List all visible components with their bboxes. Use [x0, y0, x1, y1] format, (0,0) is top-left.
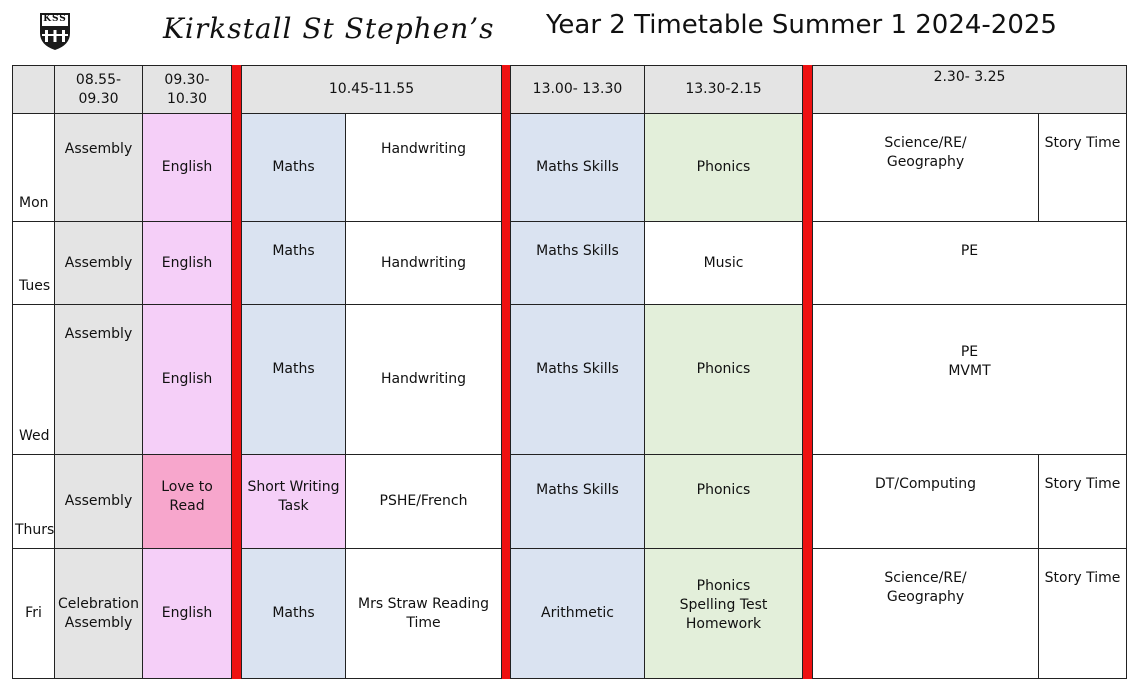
school-logo: KSS — [38, 11, 72, 51]
time-header: 13.00- 13.30 — [510, 65, 645, 114]
logo-letters: KSS — [43, 14, 67, 24]
corner-cell — [12, 65, 55, 114]
story-time-cell: Story Time — [1038, 454, 1127, 549]
afternoon-cell: Science/RE/ Geography — [812, 113, 1039, 222]
music-cell: Music — [644, 221, 803, 305]
afternoon-cell: DT/Computing — [812, 454, 1039, 549]
day-label: Tues — [12, 221, 55, 305]
day-label: Wed — [12, 304, 55, 455]
maths-skills-cell: Maths Skills — [510, 113, 645, 222]
love-to-read-cell: Love to Read — [142, 454, 232, 549]
phonics-cell: Phonics — [644, 304, 803, 455]
handwriting-cell: Handwriting — [345, 304, 502, 455]
maths-skills-cell: Maths Skills — [510, 454, 645, 549]
assembly-cell: Assembly — [54, 454, 143, 549]
arithmetic-cell: Arithmetic — [510, 548, 645, 679]
maths-cell: Maths — [241, 221, 346, 305]
pshe-french-cell: PSHE/French — [345, 454, 502, 549]
maths-skills-cell: Maths Skills — [510, 304, 645, 455]
assembly-cell: Celebration Assembly — [54, 548, 143, 679]
timetable-grid: 08.55- 09.30 09.30- 10.30 10.45-11.55 13… — [12, 65, 1127, 679]
story-time-cell: Story Time — [1038, 548, 1127, 679]
time-header: 08.55- 09.30 — [54, 65, 143, 114]
story-time-cell: Story Time — [1038, 113, 1127, 222]
phonics-cell: Phonics — [644, 113, 803, 222]
english-cell: English — [142, 221, 232, 305]
time-header: 10.45-11.55 — [241, 65, 502, 114]
maths-cell: Maths — [241, 548, 346, 679]
handwriting-cell: Handwriting — [345, 113, 502, 222]
assembly-cell: Assembly — [54, 304, 143, 455]
phonics-cell: Phonics — [644, 454, 803, 549]
time-header: 09.30- 10.30 — [142, 65, 232, 114]
assembly-cell: Assembly — [54, 113, 143, 222]
english-cell: English — [142, 113, 232, 222]
short-writing-cell: Short Writing Task — [241, 454, 346, 549]
maths-cell: Maths — [241, 113, 346, 222]
afternoon-cell: PE MVMT — [812, 304, 1127, 455]
day-label: Mon — [12, 113, 55, 222]
time-header: 13.30-2.15 — [644, 65, 803, 114]
handwriting-cell: Handwriting — [345, 221, 502, 305]
day-label: Fri — [12, 548, 55, 679]
assembly-cell: Assembly — [54, 221, 143, 305]
page-title: Year 2 Timetable Summer 1 2024-2025 — [546, 10, 1057, 40]
english-cell: English — [142, 304, 232, 455]
afternoon-cell: PE — [812, 221, 1127, 305]
phonics-cell: Phonics Spelling Test Homework — [644, 548, 803, 679]
afternoon-cell: Science/RE/ Geography — [812, 548, 1039, 679]
english-cell: English — [142, 548, 232, 679]
school-name: Kirkstall St Stephen’s — [163, 12, 495, 45]
maths-skills-cell: Maths Skills — [510, 221, 645, 305]
time-header: 2.30- 3.25 — [812, 65, 1127, 114]
reading-time-cell: Mrs Straw Reading Time — [345, 548, 502, 679]
maths-cell: Maths — [241, 304, 346, 455]
day-label: Thurs — [12, 454, 55, 549]
